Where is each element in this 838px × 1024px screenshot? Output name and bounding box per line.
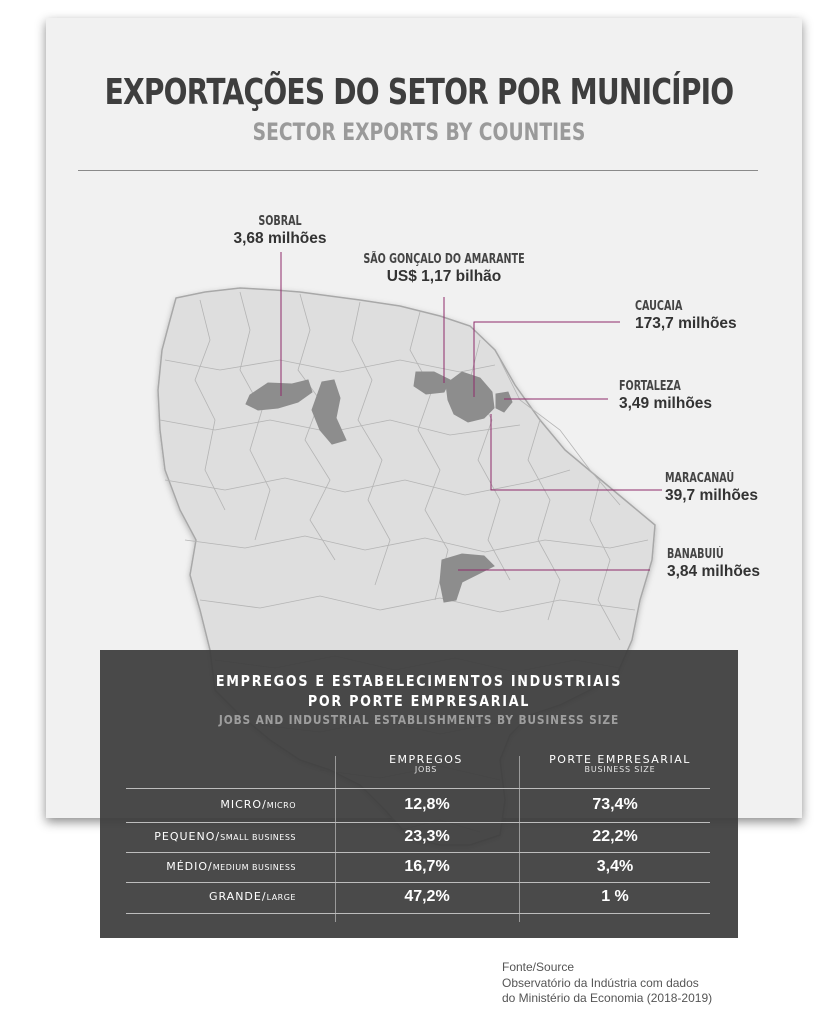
callout-city: MARACANAÚ [665, 471, 735, 486]
callout-city: SOBRAL [258, 214, 302, 229]
row-label-pt: MICRO/ [220, 798, 267, 811]
row-label-pt: GRANDE/ [208, 890, 267, 903]
row-label-en: LARGE [266, 893, 296, 902]
panel-subtitle: JOBS AND INDUSTRIAL ESTABLISHMENTS BY BU… [218, 712, 620, 727]
table-cell-jobs: 16,7% [404, 858, 450, 875]
sao-goncalo-area [413, 371, 451, 395]
callout-sobral: SOBRAL 3,68 milhões [200, 214, 360, 248]
column-divider [519, 756, 520, 922]
row-divider [126, 788, 710, 789]
callout-city: CAUCAIA [635, 299, 683, 314]
panel-title-line1: EMPREGOS E ESTABELECIMENTOS INDUSTRIAIS [215, 672, 623, 690]
callout-value: 3,68 milhões [233, 229, 327, 247]
table-row-label: PEQUENO/SMALL BUSINESS [154, 830, 296, 843]
row-label-en: MICRO [266, 801, 296, 810]
row-label-pt: PEQUENO/ [154, 830, 221, 843]
maracanau-leader [490, 414, 662, 491]
table-row-label: GRANDE/LARGE [209, 890, 296, 903]
source-note: Fonte/Source Observatório da Indústria c… [502, 960, 712, 1007]
source-line: do Ministério da Economia (2018-2019) [502, 991, 713, 1006]
callout-banabuiu: BANABUIÚ 3,84 milhões [667, 547, 761, 581]
row-label-pt: MÉDIO/ [166, 860, 213, 873]
row-label-en: MEDIUM BUSINESS [212, 863, 296, 872]
callout-city: BANABUIÚ [667, 547, 724, 562]
callout-city: SÃO GONÇALO DO AMARANTE [363, 252, 525, 267]
callout-value: US$ 1,17 bilhão [386, 267, 502, 285]
callout-leaders [280, 252, 662, 571]
column-header-jobs-pt: EMPREGOS [389, 753, 463, 766]
sobral-area [245, 379, 313, 411]
panel-title-line2: POR PORTE EMPRESARIAL [307, 692, 531, 710]
callout-value: 173,7 milhões [635, 314, 737, 332]
callout-fortaleza: FORTALEZA 3,49 milhões [619, 379, 713, 413]
highlighted-municipalities [245, 371, 513, 603]
source-label: Fonte/Source [502, 960, 575, 974]
table-cell-size: 22,2% [592, 828, 638, 845]
column-divider [335, 756, 336, 922]
page-subtitle: SECTOR EXPORTS BY COUNTIES [252, 118, 586, 146]
page-title: EXPORTAÇÕES DO SETOR POR MUNICÍPIO [104, 72, 735, 113]
callout-value: 3,84 milhões [667, 562, 761, 580]
fortaleza-area [495, 391, 513, 413]
row-divider [126, 822, 710, 823]
row-divider [126, 852, 710, 853]
sobral-neighbor-area [311, 379, 347, 445]
table-row-label: MICRO/MICRO [220, 798, 296, 811]
column-header-jobs: EMPREGOS JOBS [336, 753, 516, 775]
table-row-label: MÉDIO/MEDIUM BUSINESS [166, 860, 296, 873]
table-cell-jobs: 47,2% [404, 888, 450, 905]
table-cell-jobs: 12,8% [404, 796, 450, 813]
callout-sao-goncalo: SÃO GONÇALO DO AMARANTE US$ 1,17 bilhão [344, 252, 544, 286]
business-size-panel: EMPREGOS E ESTABELECIMENTOS INDUSTRIAIS … [100, 650, 738, 938]
caucaia-leader [473, 321, 620, 397]
caucaia-area [445, 371, 495, 423]
row-divider [126, 913, 710, 914]
table-cell-size: 1 % [601, 888, 629, 905]
column-header-business-size: PORTE EMPRESARIAL BUSINESS SIZE [520, 753, 720, 775]
callout-city: FORTALEZA [619, 379, 681, 394]
callout-maracanau: MARACANAÚ 39,7 milhões [665, 471, 759, 505]
table-cell-size: 3,4% [596, 858, 634, 875]
column-header-jobs-en: JOBS [414, 765, 438, 775]
column-header-size-pt: PORTE EMPRESARIAL [549, 753, 691, 766]
column-header-size-en: BUSINESS SIZE [584, 765, 656, 775]
row-label-en: SMALL BUSINESS [220, 833, 296, 842]
callout-value: 39,7 milhões [665, 486, 759, 504]
callout-value: 3,49 milhões [619, 394, 713, 412]
row-divider [126, 882, 710, 883]
callout-caucaia: CAUCAIA 173,7 milhões [635, 299, 737, 333]
table-cell-size: 73,4% [592, 796, 638, 813]
banabuiu-area [439, 553, 495, 603]
source-line: Observatório da Indústria com dados [502, 975, 699, 990]
table-cell-jobs: 23,3% [404, 828, 450, 845]
title-divider [78, 170, 758, 171]
